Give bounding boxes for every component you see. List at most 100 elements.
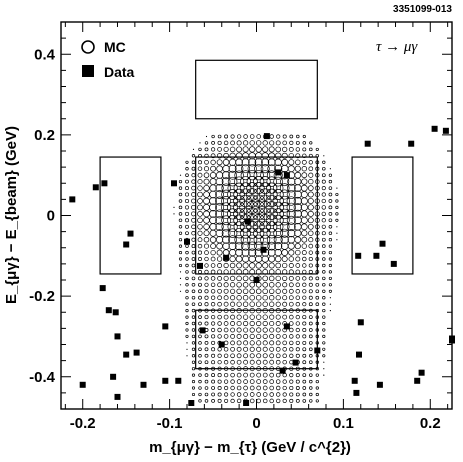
- mc-bin-751: [293, 203, 302, 212]
- mc-bin-599: [275, 372, 281, 378]
- mc-bin-524: [262, 314, 268, 320]
- mc-bin-242: [215, 236, 224, 244]
- mc-bin-920: [323, 155, 325, 157]
- mc-bin-265: [223, 360, 229, 365]
- mc-bin-372: [233, 207, 246, 220]
- mc-bin-836: [307, 197, 314, 205]
- mc-bin-332: [227, 195, 239, 207]
- mc-bin-298: [223, 146, 229, 152]
- mc-bin-840: [308, 172, 314, 178]
- mc-bin-640: [282, 379, 287, 384]
- region-box-0: [195, 59, 318, 120]
- mc-bin-142: [204, 340, 209, 345]
- mc-bin-841: [308, 166, 314, 172]
- mc-bin-307: [230, 359, 235, 365]
- mc-bin-7: [178, 257, 183, 261]
- data-point-34: [292, 359, 299, 366]
- mc-bin-73: [191, 263, 196, 268]
- mc-bin-932: [328, 238, 333, 242]
- mc-bin-783: [302, 269, 307, 275]
- mc-bin-381: [235, 152, 243, 160]
- mc-bin-330: [227, 208, 239, 220]
- y-axis-title: E_{μγ} − E_{beam} (GeV): [3, 126, 20, 304]
- mc-bin-848: [315, 386, 319, 390]
- mc-bin-613: [275, 282, 281, 288]
- mc-bin-460: [246, 182, 259, 195]
- mc-bin-610: [275, 301, 281, 307]
- data-point-9: [112, 309, 119, 316]
- mc-bin-285: [221, 228, 231, 238]
- mc-bin-302: [230, 392, 235, 397]
- mc-bin-798: [301, 172, 308, 179]
- mc-bin-382: [236, 146, 243, 153]
- mc-bin-114: [197, 256, 203, 262]
- mc-bin-310: [230, 340, 235, 346]
- mc-bin-76: [191, 244, 196, 249]
- mc-bin-710: [286, 196, 296, 206]
- mc-bin-164: [203, 197, 210, 205]
- mc-bin-835: [307, 204, 314, 211]
- mc-bin-156: [204, 250, 209, 255]
- mc-bin-91: [192, 148, 195, 150]
- data-point-15: [114, 393, 121, 400]
- mc-bin-924: [328, 289, 332, 293]
- mc-bin-262: [223, 379, 229, 384]
- data-point-42: [431, 125, 438, 132]
- region-box-2: [195, 309, 318, 370]
- mc-bin-510: [256, 134, 262, 139]
- mc-bin-846: [315, 399, 319, 403]
- mc-bin-17: [178, 192, 183, 197]
- mc-bin-711: [286, 189, 296, 200]
- mc-bin-725: [295, 373, 300, 378]
- mc-bin-161: [203, 217, 210, 224]
- mc-bin-133: [204, 399, 209, 403]
- mc-bin-724: [295, 379, 300, 384]
- mc-bin-796: [300, 184, 308, 192]
- mc-bin-767: [302, 373, 307, 377]
- mc-bin-804: [302, 134, 306, 139]
- mc-bin-893: [322, 328, 326, 332]
- mc-bin-894: [322, 321, 326, 326]
- mc-bin-10: [178, 238, 183, 242]
- mc-bin-565: [269, 320, 275, 327]
- mc-bin-582: [265, 207, 278, 220]
- mc-bin-369: [233, 228, 245, 239]
- mc-bin-553: [269, 398, 274, 404]
- figure-tag: 3351099-013: [393, 4, 452, 15]
- mc-bin-542: [258, 194, 272, 208]
- mc-bin-715: [287, 165, 295, 173]
- data-point-52: [356, 351, 362, 358]
- mc-bin-345: [236, 385, 242, 391]
- mc-bin-89: [191, 160, 196, 165]
- mc-bin-491: [255, 255, 263, 263]
- mc-bin-719: [289, 140, 294, 146]
- mc-bin-452: [247, 234, 258, 245]
- mc-bin-117: [197, 237, 203, 243]
- mc-bin-37: [185, 250, 189, 255]
- mc-bin-475: [256, 359, 262, 365]
- y-tick-label: 0.2: [34, 127, 55, 144]
- mc-bin-225: [217, 347, 222, 352]
- mc-bin-554: [269, 392, 274, 397]
- mc-bin-53: [191, 392, 196, 397]
- mc-bin-654: [282, 288, 288, 294]
- mc-bin-331: [227, 201, 239, 213]
- data-point-10: [114, 333, 121, 340]
- mc-bin-413: [239, 214, 252, 227]
- mc-bin-605: [275, 333, 281, 339]
- mc-bin-847: [315, 392, 319, 397]
- mc-bin-269: [223, 334, 229, 339]
- mc-bin-318: [230, 288, 236, 294]
- mc-bin-477: [256, 346, 262, 352]
- mc-bin-86: [191, 179, 196, 184]
- data-point-16: [140, 381, 147, 388]
- mc-bin-293: [221, 177, 231, 186]
- signal-regions: [99, 59, 414, 370]
- mc-bin-296: [222, 159, 230, 166]
- mc-bin-294: [222, 171, 231, 180]
- mc-bin-137: [204, 373, 209, 377]
- mc-bin-608: [275, 314, 281, 320]
- data-point-49: [418, 369, 425, 376]
- mc-bin-135: [204, 386, 209, 390]
- mc-bin-127: [197, 172, 203, 178]
